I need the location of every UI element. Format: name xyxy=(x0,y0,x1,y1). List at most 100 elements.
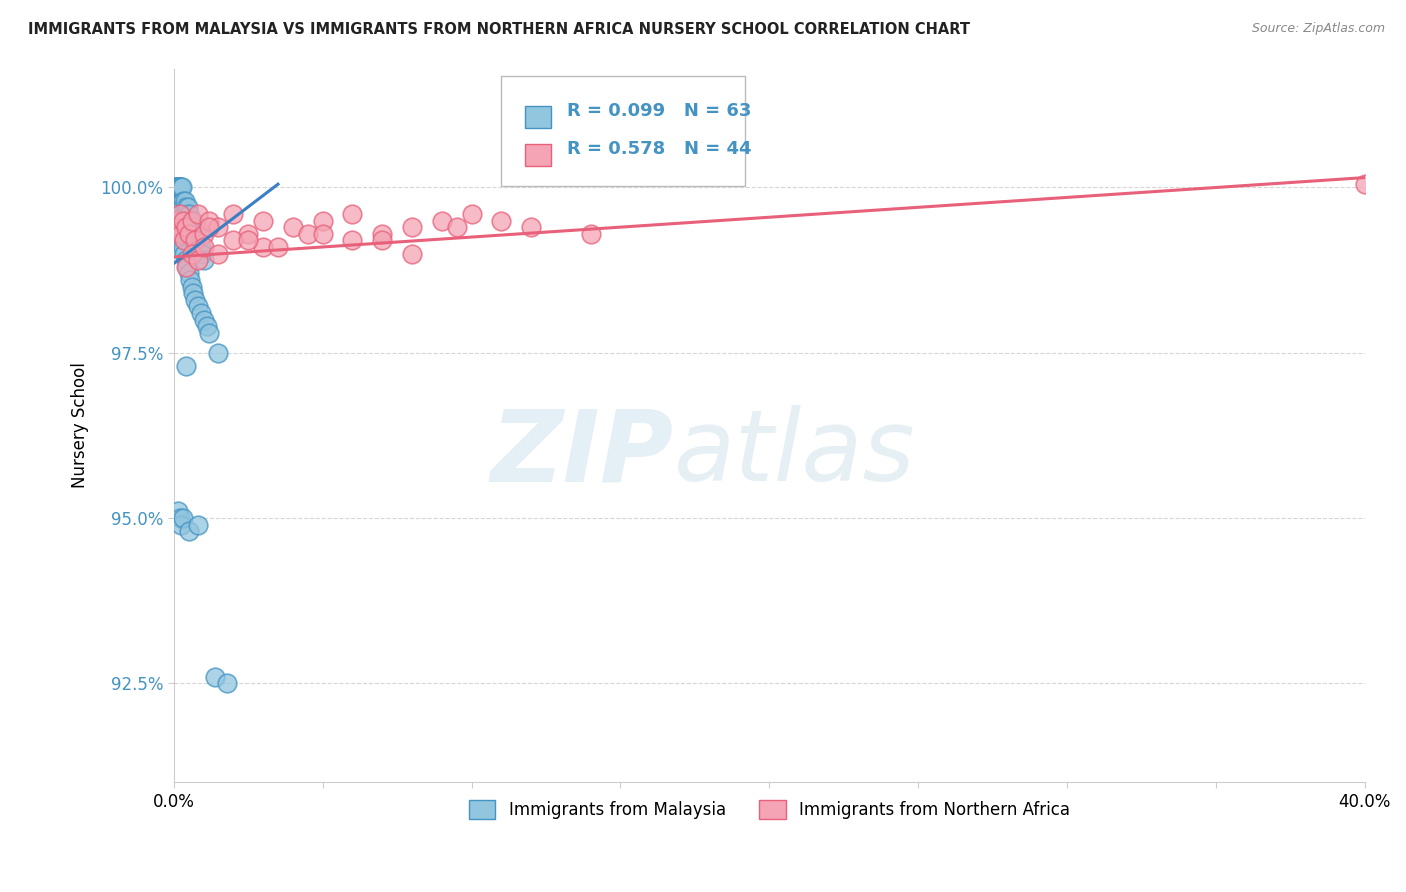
Point xyxy=(207,220,229,235)
Point xyxy=(174,253,197,268)
Point xyxy=(180,246,202,260)
Point xyxy=(179,273,201,287)
Point xyxy=(446,220,468,235)
Point xyxy=(174,207,197,221)
Point xyxy=(186,220,208,235)
Point xyxy=(193,312,215,326)
Point xyxy=(170,233,193,247)
Point xyxy=(172,194,194,208)
Point xyxy=(207,246,229,260)
Point xyxy=(252,240,274,254)
Point xyxy=(430,213,453,227)
Point xyxy=(198,220,221,235)
Point xyxy=(177,200,200,214)
Point xyxy=(1354,177,1376,191)
Point xyxy=(238,227,260,241)
Point xyxy=(520,220,543,235)
Point xyxy=(371,227,394,241)
Point xyxy=(166,213,188,227)
Point xyxy=(174,220,197,235)
Point xyxy=(311,213,333,227)
Point xyxy=(177,524,200,539)
Point xyxy=(169,227,191,241)
Point xyxy=(204,670,226,684)
FancyBboxPatch shape xyxy=(524,145,551,166)
Point xyxy=(169,207,191,221)
Point xyxy=(342,233,364,247)
FancyBboxPatch shape xyxy=(502,76,745,186)
Point xyxy=(187,233,209,247)
Point xyxy=(165,180,187,194)
Point xyxy=(169,180,191,194)
Point xyxy=(166,180,188,194)
Point xyxy=(193,253,215,268)
Point xyxy=(174,260,197,274)
Point xyxy=(401,246,423,260)
Point xyxy=(183,227,205,241)
Point xyxy=(184,233,207,247)
Point xyxy=(166,213,188,227)
Point xyxy=(401,220,423,235)
Point xyxy=(173,207,195,221)
Point xyxy=(170,180,193,194)
Legend: Immigrants from Malaysia, Immigrants from Northern Africa: Immigrants from Malaysia, Immigrants fro… xyxy=(463,793,1077,825)
Point xyxy=(181,286,204,301)
Point xyxy=(183,293,205,307)
Text: IMMIGRANTS FROM MALAYSIA VS IMMIGRANTS FROM NORTHERN AFRICA NURSERY SCHOOL CORRE: IMMIGRANTS FROM MALAYSIA VS IMMIGRANTS F… xyxy=(28,22,970,37)
Point xyxy=(167,180,190,194)
Point xyxy=(184,227,207,241)
Point xyxy=(188,227,211,241)
Point xyxy=(173,233,195,247)
Point xyxy=(172,200,194,214)
Point xyxy=(180,213,202,227)
Point xyxy=(193,227,215,241)
Point xyxy=(460,207,482,221)
Point xyxy=(180,227,202,241)
Point xyxy=(179,220,201,235)
Point xyxy=(491,213,513,227)
Point xyxy=(579,227,602,241)
Point xyxy=(217,676,239,690)
Point xyxy=(180,279,202,293)
Point xyxy=(181,220,204,235)
Point xyxy=(172,511,194,525)
Text: Source: ZipAtlas.com: Source: ZipAtlas.com xyxy=(1251,22,1385,36)
Point xyxy=(167,220,190,235)
Text: R = 0.099   N = 63: R = 0.099 N = 63 xyxy=(567,103,751,120)
Point xyxy=(166,180,188,194)
Point xyxy=(181,213,204,227)
Text: atlas: atlas xyxy=(673,406,915,502)
Point xyxy=(167,504,190,518)
Point xyxy=(311,227,333,241)
Point xyxy=(183,233,205,247)
Point xyxy=(190,240,212,254)
FancyBboxPatch shape xyxy=(524,106,551,128)
Point xyxy=(191,246,214,260)
Point xyxy=(222,233,245,247)
Point xyxy=(176,213,198,227)
Y-axis label: Nursery School: Nursery School xyxy=(72,362,89,489)
Point xyxy=(177,207,200,221)
Point xyxy=(238,233,260,247)
Point xyxy=(177,227,200,241)
Point xyxy=(172,240,194,254)
Point xyxy=(187,207,209,221)
Point xyxy=(180,213,202,227)
Point xyxy=(176,260,198,274)
Point xyxy=(174,359,197,373)
Point xyxy=(165,180,187,194)
Point xyxy=(297,227,319,241)
Point xyxy=(173,246,195,260)
Point xyxy=(172,213,194,227)
Point xyxy=(198,213,221,227)
Text: ZIP: ZIP xyxy=(491,406,673,502)
Point xyxy=(190,306,212,320)
Point xyxy=(187,253,209,268)
Text: R = 0.578   N = 44: R = 0.578 N = 44 xyxy=(567,140,751,158)
Point xyxy=(252,213,274,227)
Point xyxy=(172,180,194,194)
Point xyxy=(167,180,190,194)
Point xyxy=(187,517,209,532)
Point xyxy=(167,220,190,235)
Point xyxy=(169,511,191,525)
